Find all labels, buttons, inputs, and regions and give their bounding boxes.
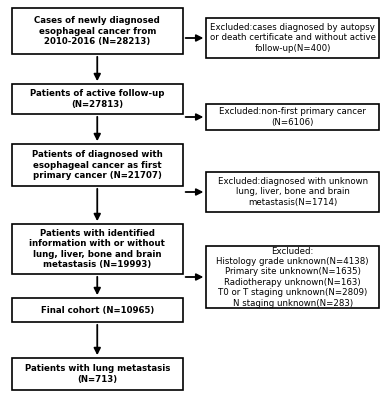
Bar [206,246,379,308]
Text: Excluded:non-first primary cancer
(N=6106): Excluded:non-first primary cancer (N=610… [219,107,366,127]
Bar [206,18,379,58]
Text: Excluded:cases diagnosed by autopsy
or death certificate and without active
foll: Excluded:cases diagnosed by autopsy or d… [210,23,376,53]
Bar [12,144,183,186]
Bar [12,358,183,390]
Bar [12,224,183,274]
Text: Final cohort (N=10965): Final cohort (N=10965) [40,306,154,314]
Text: Cases of newly diagnosed
esophageal cancer from
2010-2016 (N=28213): Cases of newly diagnosed esophageal canc… [34,16,160,46]
Text: Patients of diagnosed with
esophageal cancer as first
primary cancer (N=21707): Patients of diagnosed with esophageal ca… [32,150,163,180]
Text: Excluded:diagnosed with unknown
lung, liver, bone and brain
metastasis(N=1714): Excluded:diagnosed with unknown lung, li… [218,177,368,207]
Bar [206,172,379,212]
Bar [206,104,379,130]
Text: Patients with lung metastasis
(N=713): Patients with lung metastasis (N=713) [25,364,170,384]
Text: Patients with identified
information with or without
lung, liver, bone and brain: Patients with identified information wit… [29,229,165,269]
Bar [12,298,183,322]
Bar [12,8,183,54]
Text: Excluded:
Histology grade unknown(N=4138)
Primary site unknown(N=1635)
Radiother: Excluded: Histology grade unknown(N=4138… [216,246,369,308]
Bar [12,84,183,114]
Text: Patients of active follow-up
(N=27813): Patients of active follow-up (N=27813) [30,89,165,109]
